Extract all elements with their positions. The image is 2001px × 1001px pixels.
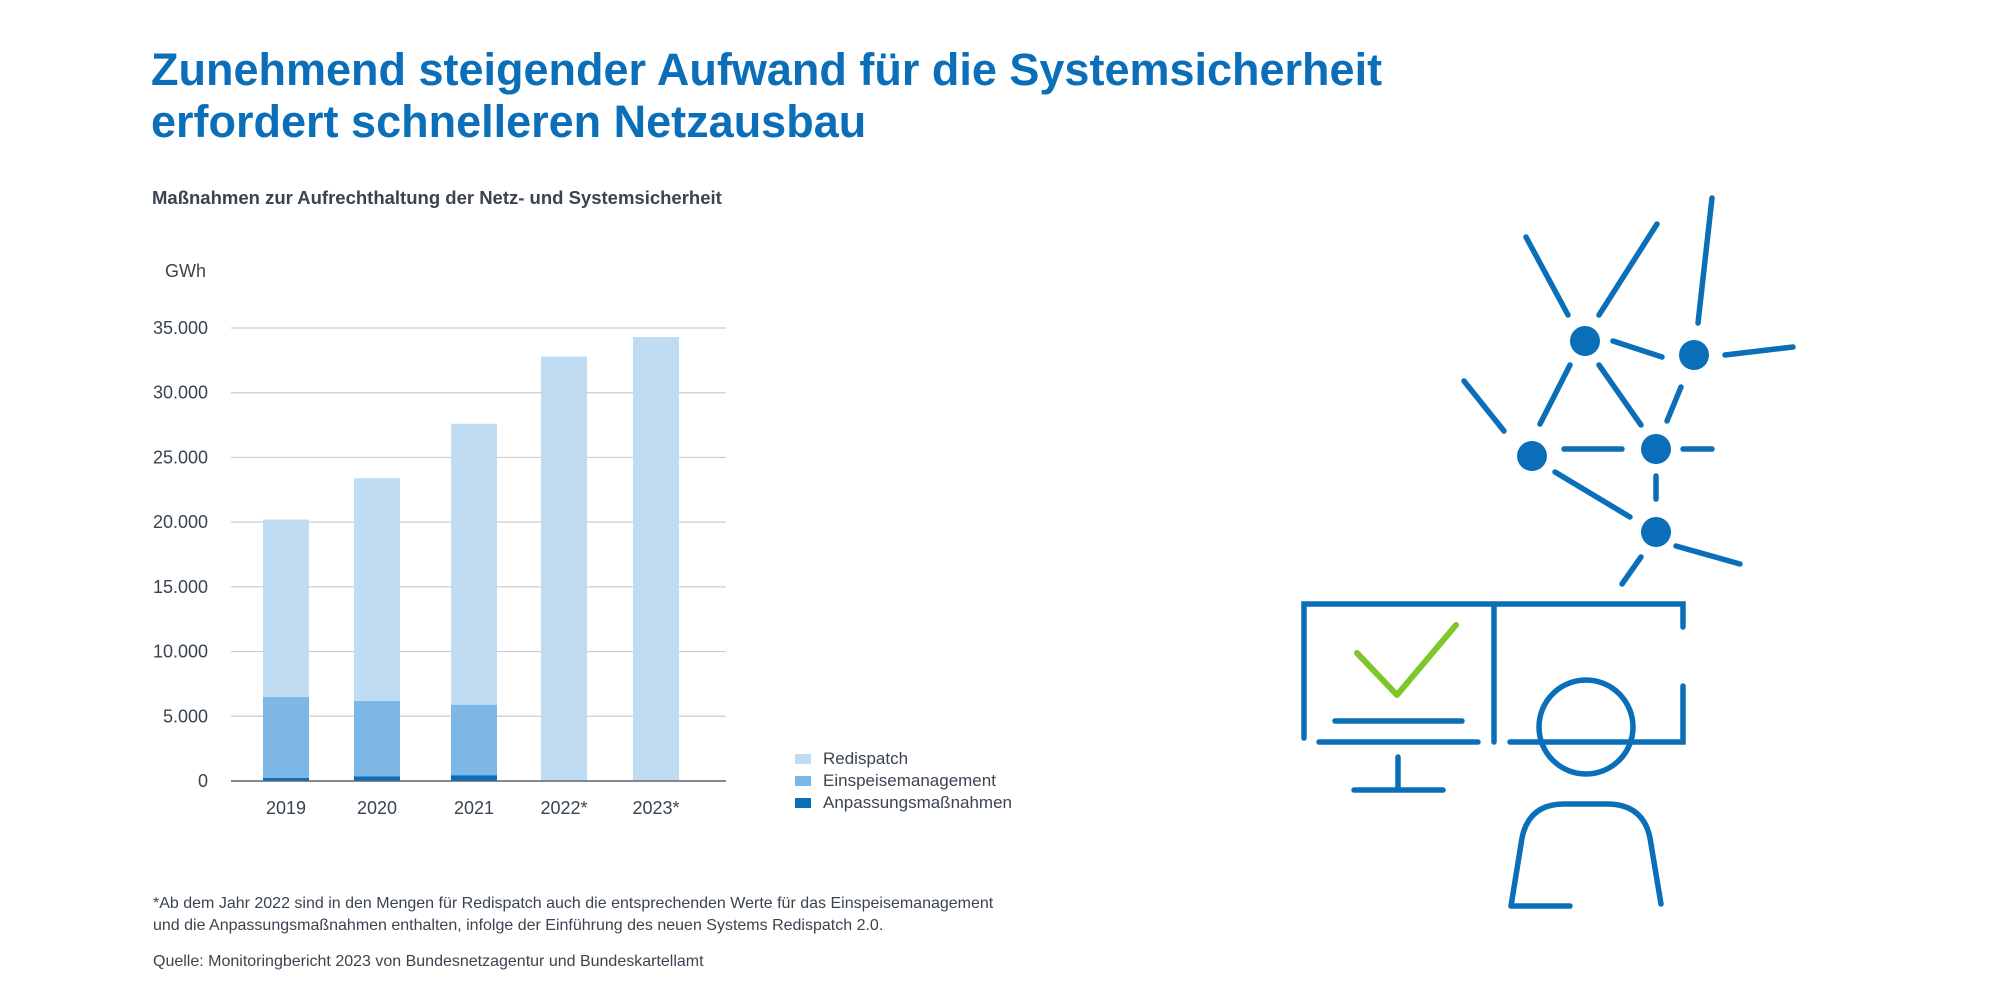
network-icon bbox=[1461, 195, 1796, 587]
x-tick-label: 2022* bbox=[540, 798, 587, 818]
network-edge bbox=[1619, 554, 1644, 587]
y-tick-label: 5.000 bbox=[163, 706, 208, 726]
network-nodes bbox=[1517, 326, 1709, 547]
bar-segment bbox=[451, 704, 497, 776]
legend-label: Redispatch bbox=[823, 749, 909, 768]
network-edge bbox=[1664, 384, 1684, 424]
legend-label: Einspeisemanagement bbox=[823, 771, 996, 790]
legend-swatch bbox=[795, 798, 811, 808]
person-icon bbox=[1508, 677, 1664, 909]
network-edge bbox=[1722, 344, 1796, 358]
network-edge bbox=[1523, 234, 1571, 318]
bar-segment bbox=[354, 700, 400, 777]
y-unit-label: GWh bbox=[165, 261, 206, 281]
source-note: Quelle: Monitoringbericht 2023 von Bunde… bbox=[153, 953, 704, 970]
legend-swatch bbox=[795, 776, 811, 786]
checkmark-icon bbox=[1354, 622, 1459, 698]
legend-swatch bbox=[795, 754, 811, 764]
chart-subtitle: Maßnahmen zur Aufrechthaltung der Netz- … bbox=[152, 187, 722, 208]
x-tick-label: 2019 bbox=[266, 798, 306, 818]
network-edge bbox=[1461, 378, 1507, 434]
bar-segment bbox=[263, 696, 309, 778]
network-node bbox=[1570, 326, 1600, 356]
bar-segment bbox=[451, 775, 497, 781]
network-node bbox=[1641, 517, 1671, 547]
legend-item: Anpassungsmaßnahmen bbox=[795, 792, 1012, 814]
network-node bbox=[1679, 340, 1709, 370]
y-tick-label: 30.000 bbox=[153, 383, 208, 403]
bar-segment bbox=[263, 777, 309, 781]
footnote-line-2: und die Anpassungsmaßnahmen enthalten, i… bbox=[153, 917, 884, 934]
bar-segment bbox=[451, 423, 497, 705]
network-edge bbox=[1596, 221, 1660, 318]
bar-segment bbox=[354, 478, 400, 701]
network-edge bbox=[1695, 195, 1715, 326]
y-tick-label: 25.000 bbox=[153, 447, 208, 467]
legend-label: Anpassungsmaßnahmen bbox=[823, 793, 1013, 812]
network-edge bbox=[1673, 543, 1743, 567]
bar-segment bbox=[633, 337, 679, 781]
network-node bbox=[1641, 434, 1671, 464]
footnote-line-1: *Ab dem Jahr 2022 sind in den Mengen für… bbox=[153, 895, 994, 912]
network-node bbox=[1517, 441, 1547, 471]
bar-segment bbox=[541, 356, 587, 781]
x-tick-label: 2020 bbox=[357, 798, 397, 818]
network-edge bbox=[1610, 338, 1665, 360]
chart-legend: Redispatch Einspeisemanagement Anpassungsm… bbox=[795, 748, 1012, 814]
monitor-icon bbox=[1301, 601, 1686, 793]
bar-segment bbox=[263, 519, 309, 697]
y-tick-label: 15.000 bbox=[153, 577, 208, 597]
network-edge bbox=[1596, 362, 1644, 428]
network-edge bbox=[1552, 469, 1633, 520]
x-tick-label: 2023* bbox=[632, 798, 679, 818]
title-line-2: erfordert schnelleren Netzausbau bbox=[151, 96, 867, 147]
page-title: Zunehmend steigender Aufwand für die Sys… bbox=[151, 44, 1451, 148]
x-tick-label: 2021 bbox=[454, 798, 494, 818]
y-tick-label: 0 bbox=[198, 771, 208, 791]
stacked-bar-chart: GWh 0 5.000 10.000 15.000 20.000 25.000 30.000 3… bbox=[153, 261, 726, 818]
y-tick-label: 35.000 bbox=[153, 318, 208, 338]
title-line-1: Zunehmend steigender Aufwand für die Sys… bbox=[151, 44, 1383, 95]
legend-item: Einspeisemanagement bbox=[795, 770, 1012, 792]
legend-item: Redispatch bbox=[795, 748, 1012, 770]
y-tick-label: 10.000 bbox=[153, 642, 208, 662]
bar-segment bbox=[354, 776, 400, 781]
footnote: *Ab dem Jahr 2022 sind in den Mengen für… bbox=[153, 893, 993, 937]
network-edge bbox=[1537, 362, 1573, 427]
y-tick-label: 20.000 bbox=[153, 512, 208, 532]
